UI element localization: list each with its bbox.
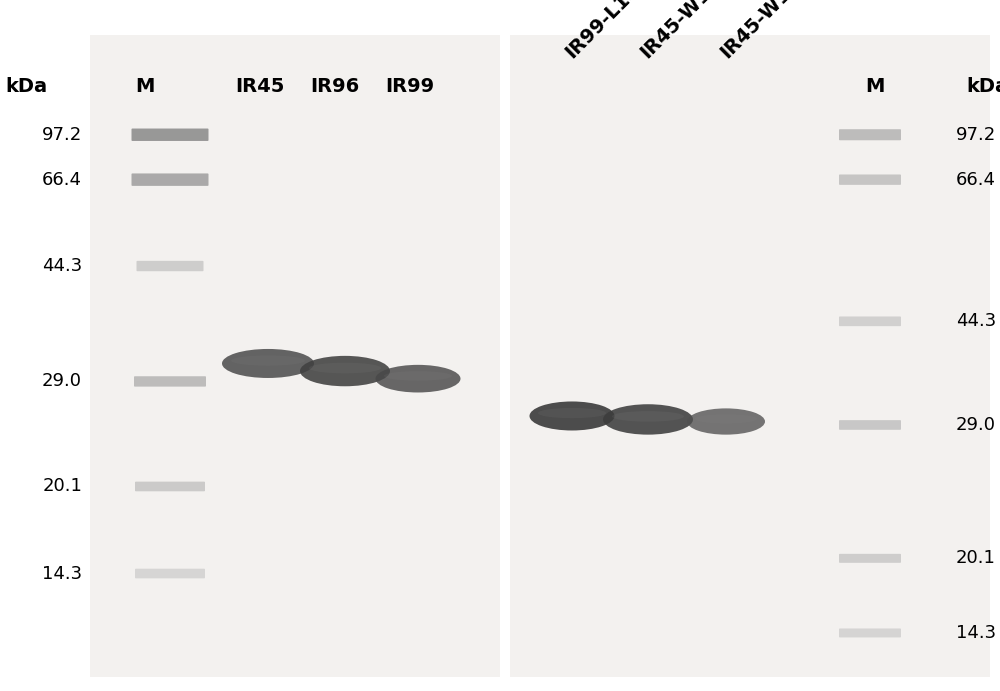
Text: 20.1: 20.1 — [956, 549, 996, 567]
Text: 66.4: 66.4 — [42, 171, 82, 189]
Text: 97.2: 97.2 — [42, 126, 82, 144]
Text: M: M — [135, 77, 155, 96]
FancyBboxPatch shape — [839, 420, 901, 430]
FancyBboxPatch shape — [839, 554, 901, 562]
Text: IR45: IR45 — [235, 77, 285, 96]
Text: 44.3: 44.3 — [956, 312, 996, 330]
Ellipse shape — [231, 355, 305, 366]
Text: IR96: IR96 — [310, 77, 360, 96]
Text: 97.2: 97.2 — [956, 126, 996, 144]
FancyBboxPatch shape — [136, 261, 204, 271]
Ellipse shape — [376, 365, 460, 392]
Text: IR99-L173A: IR99-L173A — [562, 0, 664, 62]
Ellipse shape — [384, 371, 452, 381]
Text: IR99: IR99 — [385, 77, 435, 96]
Text: M: M — [865, 77, 885, 96]
Text: IR45-W191L: IR45-W191L — [717, 0, 823, 62]
Ellipse shape — [300, 356, 390, 386]
FancyBboxPatch shape — [135, 482, 205, 491]
Ellipse shape — [538, 408, 606, 418]
Text: kDa: kDa — [966, 77, 1000, 96]
FancyBboxPatch shape — [839, 316, 901, 326]
Bar — [90, 35, 500, 677]
Ellipse shape — [687, 408, 765, 435]
FancyBboxPatch shape — [132, 173, 209, 186]
Text: 20.1: 20.1 — [42, 477, 82, 495]
Ellipse shape — [612, 411, 684, 422]
Text: 14.3: 14.3 — [956, 624, 996, 642]
Text: 29.0: 29.0 — [956, 416, 996, 434]
Ellipse shape — [309, 363, 381, 373]
FancyBboxPatch shape — [839, 175, 901, 184]
FancyBboxPatch shape — [135, 569, 205, 578]
Bar — [510, 35, 990, 677]
Text: 14.3: 14.3 — [42, 565, 82, 583]
Text: 29.0: 29.0 — [42, 372, 82, 390]
Ellipse shape — [603, 404, 693, 435]
Text: 44.3: 44.3 — [42, 257, 82, 275]
Text: 66.4: 66.4 — [956, 171, 996, 189]
Text: kDa: kDa — [5, 77, 47, 96]
Ellipse shape — [222, 349, 314, 378]
FancyBboxPatch shape — [132, 129, 209, 141]
Ellipse shape — [530, 401, 614, 430]
Ellipse shape — [695, 415, 757, 424]
FancyBboxPatch shape — [839, 129, 901, 140]
FancyBboxPatch shape — [134, 376, 206, 387]
Text: IR45-W191A: IR45-W191A — [637, 0, 745, 62]
FancyBboxPatch shape — [839, 629, 901, 637]
